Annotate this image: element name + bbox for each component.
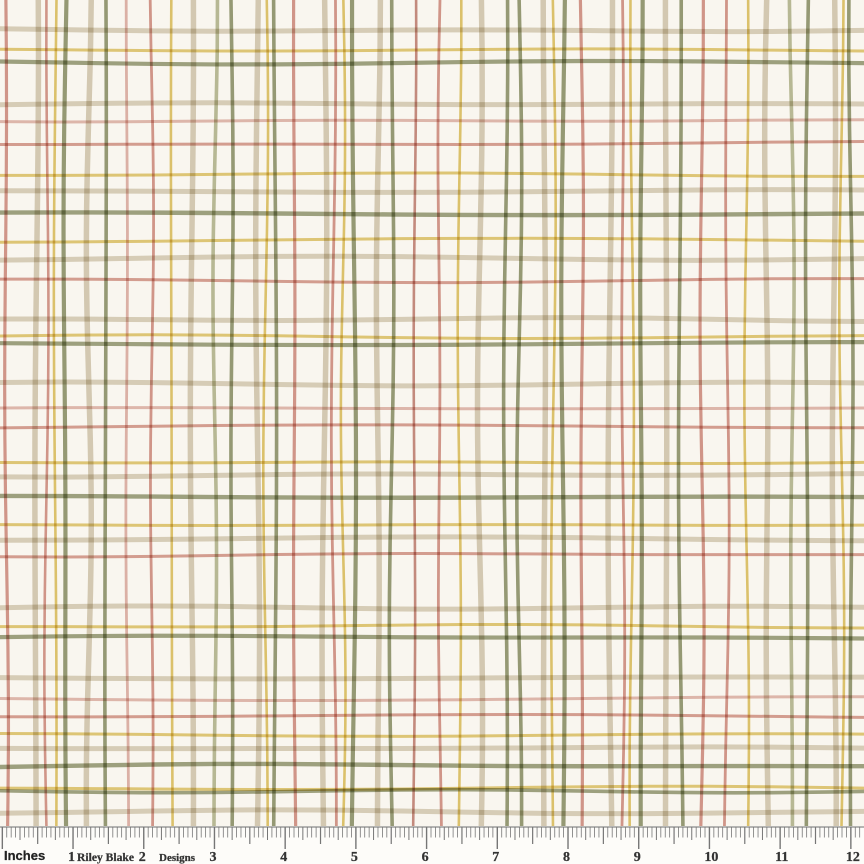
svg-text:8: 8 [563,850,570,864]
svg-text:11: 11 [775,850,788,864]
svg-text:Riley Blake: Riley Blake [77,851,134,864]
svg-text:7: 7 [492,850,499,864]
svg-text:1: 1 [68,850,75,864]
svg-text:5: 5 [351,850,358,864]
svg-text:6: 6 [422,850,429,864]
svg-text:10: 10 [704,850,718,864]
svg-text:9: 9 [634,850,641,864]
svg-text:12: 12 [846,850,860,864]
svg-text:4: 4 [280,850,287,864]
svg-text:Inches: Inches [4,848,45,863]
svg-text:3: 3 [210,850,217,864]
svg-text:2: 2 [139,850,146,864]
svg-text:Designs: Designs [159,852,196,864]
